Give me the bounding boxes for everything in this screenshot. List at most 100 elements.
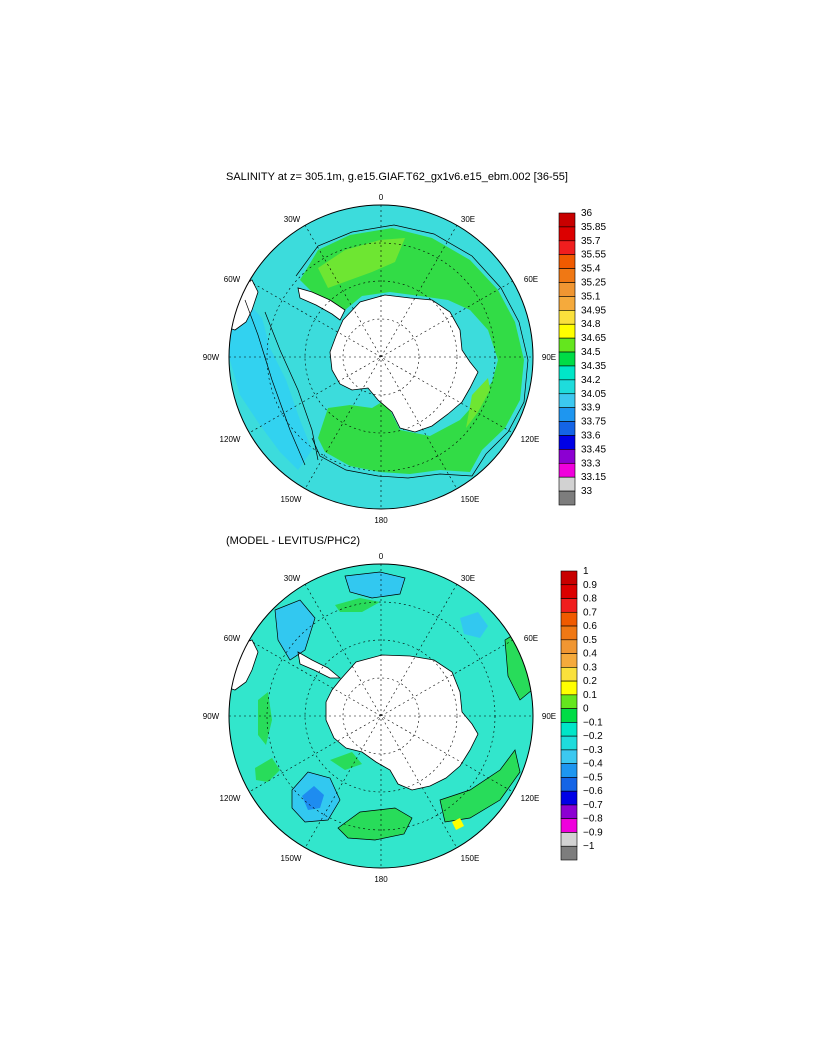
colorbar-tick-label: 0.1 <box>583 690 597 701</box>
colorbar-swatch <box>558 323 576 339</box>
colorbar-tick-label: 33.15 <box>581 472 606 483</box>
colorbar-swatch <box>560 639 578 654</box>
colorbar-swatch <box>560 667 578 682</box>
colorbar-tick-label: 34.65 <box>581 333 606 344</box>
colorbar-swatch <box>560 845 578 861</box>
top-polar-map: 0 30E 60E 90E 120E 150E 180 150W 120W 90… <box>203 193 556 525</box>
colorbar-swatch <box>560 777 578 792</box>
colorbar-tick-label: 33.75 <box>581 417 606 428</box>
lon-label: 120W <box>220 435 241 444</box>
colorbar-swatch <box>560 804 578 820</box>
colorbar-tick-label: −0.8 <box>583 814 603 825</box>
colorbar-swatch <box>560 735 578 751</box>
colorbar-tick-label: 0.4 <box>583 649 597 660</box>
lon-label: 90E <box>542 712 556 721</box>
colorbar-swatch <box>560 625 578 641</box>
top-green-band <box>300 228 524 474</box>
colorbar-tick-label: 36 <box>581 208 593 219</box>
lon-label: 60W <box>224 275 241 284</box>
colorbar-swatch <box>560 722 578 737</box>
colorbar-swatch <box>558 282 576 297</box>
colorbar-swatch <box>558 379 576 395</box>
colorbar-swatch <box>558 476 576 492</box>
bottom-green-patch <box>330 752 362 770</box>
colorbar-swatch <box>558 240 576 256</box>
bottom-graticule <box>229 564 533 868</box>
colorbar-swatch <box>560 598 578 613</box>
colorbar-tick-label: 0.7 <box>583 607 597 618</box>
bottom-antarctica <box>325 654 479 791</box>
colorbar-swatch <box>558 462 576 478</box>
bottom-green-patch <box>258 692 272 745</box>
colorbar-tick-label: 0.6 <box>583 621 597 632</box>
lon-label: 60E <box>524 275 538 284</box>
colorbar-swatch <box>560 832 578 847</box>
colorbar-swatch <box>560 818 578 833</box>
colorbar-tick-label: 33.6 <box>581 430 601 441</box>
colorbar-tick-label: 35.55 <box>581 250 606 261</box>
colorbar-swatch <box>560 611 578 627</box>
colorbar-swatch <box>558 490 576 506</box>
colorbar-tick-label: 35.7 <box>581 236 601 247</box>
lon-label: 60W <box>224 634 241 643</box>
top-green-patch <box>318 238 405 288</box>
colorbar-tick-label: 33 <box>581 486 593 497</box>
colorbar-tick-label: 0.5 <box>583 635 597 646</box>
colorbar-swatch <box>560 790 578 806</box>
top-graticule <box>229 205 533 509</box>
lon-label: 180 <box>374 875 388 884</box>
colorbar-swatch <box>558 407 576 422</box>
colorbar-tick-label: 33.9 <box>581 403 601 414</box>
colorbar-swatch <box>560 694 578 709</box>
top-contours <box>244 224 529 479</box>
lon-label: 120W <box>220 794 241 803</box>
colorbar-swatch <box>558 421 576 436</box>
bottom-yellow-anomaly <box>452 818 464 830</box>
colorbar-swatch <box>560 653 578 668</box>
colorbar-tick-label: −0.5 <box>583 772 603 783</box>
lon-label: 150E <box>461 854 480 863</box>
colorbar-tick-label: 34.35 <box>581 361 606 372</box>
colorbar-tick-label: 34.8 <box>581 319 601 330</box>
lon-label: 150W <box>281 495 302 504</box>
lon-label: 30W <box>284 215 301 224</box>
colorbar-tick-label: 34.2 <box>581 375 601 386</box>
colorbar-swatch <box>560 749 578 764</box>
colorbar-tick-label: −0.4 <box>583 759 603 770</box>
lon-label: 150E <box>461 495 480 504</box>
colorbar-tick-label: 35.1 <box>581 291 601 302</box>
colorbar-swatch <box>558 268 576 283</box>
colorbar-swatch <box>558 393 576 408</box>
top-peninsula <box>297 287 346 321</box>
colorbar-tick-label: 33.3 <box>581 458 601 469</box>
colorbar-tick-label: −0.9 <box>583 827 603 838</box>
colorbar-tick-label: 34.95 <box>581 305 606 316</box>
lon-label: 0 <box>379 193 384 202</box>
colorbar-swatch <box>558 296 576 311</box>
colorbar-tick-label: −0.7 <box>583 800 603 811</box>
bottom-polar-map: 0 30E 60E 90E 120E 150E 180 150W 120W 90… <box>203 552 556 884</box>
lon-label: 150W <box>281 854 302 863</box>
colorbar-tick-label: 0.2 <box>583 676 597 687</box>
top-colorbar: 36 35.85 35.7 35.55 35.4 35.25 35.1 34.95 34.8 34… <box>558 208 606 506</box>
bottom-blue-patch <box>460 612 488 638</box>
top-panel-title: SALINITY at z= 305.1m, g.e15.GIAF.T62_gx… <box>226 171 568 183</box>
bottom-deep-patch <box>302 786 324 810</box>
top-map-border <box>228 204 534 510</box>
lon-label: 30E <box>461 215 475 224</box>
colorbar-tick-label: 0.8 <box>583 594 597 605</box>
bottom-peninsula <box>297 651 342 679</box>
colorbar-tick-label: −0.1 <box>583 717 603 728</box>
colorbar-swatch <box>558 365 576 381</box>
colorbar-swatch <box>558 351 576 367</box>
colorbar-swatch <box>558 449 576 464</box>
lon-label: 90E <box>542 353 556 362</box>
colorbar-tick-label: −1 <box>583 841 595 852</box>
lon-label: 60E <box>524 634 538 643</box>
colorbar-tick-label: 0.3 <box>583 662 597 673</box>
bottom-green-patch <box>255 758 280 782</box>
colorbar-tick-label: 0.9 <box>583 580 597 591</box>
lon-label: 90W <box>203 712 220 721</box>
colorbar-swatch <box>558 337 576 353</box>
